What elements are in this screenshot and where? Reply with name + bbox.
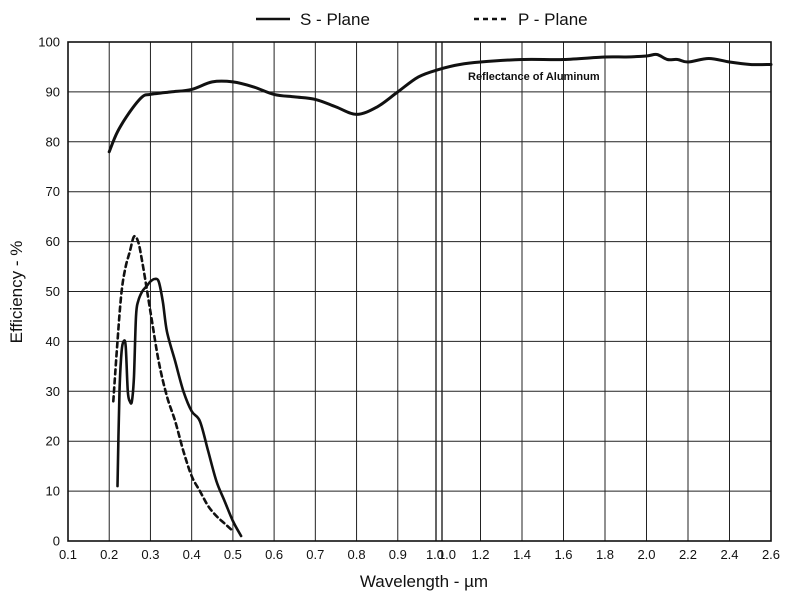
x-tick-label: 0.2 (100, 547, 118, 562)
y-tick-label: 80 (46, 134, 60, 149)
x-tick-label: 2.0 (637, 547, 655, 562)
series-layer (107, 52, 773, 538)
y-tick-label: 10 (46, 484, 60, 499)
y-tick-label: 30 (46, 384, 60, 399)
x-tick-label: 0.8 (348, 547, 366, 562)
x-tick-label: 0.6 (265, 547, 283, 562)
y-tick-label: 20 (46, 434, 60, 449)
x-axis-ticks: 0.1 0.2 0.3 0.4 0.5 0.6 0.7 0.8 0.9 1.01.0 1.2 1.4 1… (59, 547, 780, 562)
y-tick-label: 50 (46, 284, 60, 299)
plot-frame (67, 41, 772, 542)
x-tick-label: 2.2 (679, 547, 697, 562)
x-tick-label: 2.6 (762, 547, 780, 562)
series-line-p-plane (112, 234, 235, 533)
x-tick-label: 0.9 (389, 547, 407, 562)
x-tick-label: 0.4 (183, 547, 201, 562)
legend-label-s-plane: S - Plane (300, 10, 370, 29)
x-tick-label: 1.6 (554, 547, 572, 562)
legend: S - Plane P - Plane (256, 10, 588, 29)
x-tick-label: 0.7 (306, 547, 324, 562)
grid (67, 41, 772, 542)
y-axis-title: Efficiency - % (7, 241, 26, 344)
y-tick-label: 0 (53, 534, 60, 549)
y-tick-label: 60 (46, 234, 60, 249)
x-tick-label: 0.1 (59, 547, 77, 562)
x-tick-label: 1.2 (471, 547, 489, 562)
x-tick-label: 0.5 (224, 547, 242, 562)
x-tick-label: 2.4 (720, 547, 738, 562)
y-tick-label: 90 (46, 84, 60, 99)
legend-label-p-plane: P - Plane (518, 10, 588, 29)
x-tick-label: 1.0 (438, 547, 456, 562)
x-axis-title: Wavelength - µm (360, 572, 488, 591)
y-tick-label: 40 (46, 334, 60, 349)
x-tick-label: 1.4 (513, 547, 531, 562)
y-tick-label: 70 (46, 184, 60, 199)
series-line-s-plane (116, 277, 243, 538)
y-tick-label: 100 (38, 35, 60, 50)
x-tick-label: 0.3 (141, 547, 159, 562)
x-tick-label: 1.0 (426, 547, 444, 562)
y-axis-ticks: 0 10 20 30 40 50 60 70 80 90 100 (38, 35, 60, 549)
annotation-reflectance: Reflectance of Aluminum (468, 71, 600, 83)
x-tick-label: 1.8 (596, 547, 614, 562)
plot-border (67, 41, 772, 542)
series-line-reflectance-aluminum (107, 52, 773, 154)
